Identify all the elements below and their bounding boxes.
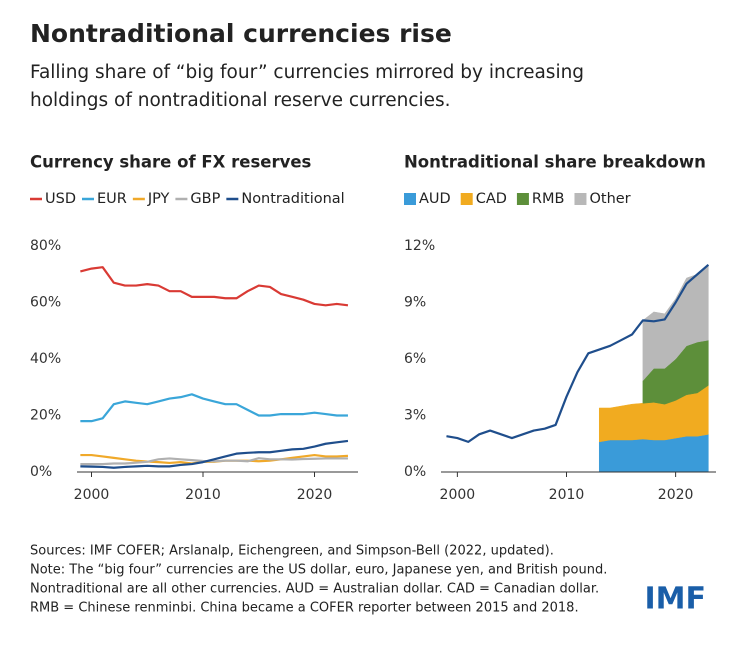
logo: IMF — [644, 582, 706, 617]
note: Sources: IMF COFER; Arslanalp, Eichengre… — [30, 544, 554, 559]
line — [80, 266, 349, 307]
line — [80, 393, 348, 423]
note: Nontraditional are all other currencies.… — [30, 582, 599, 597]
legend-label: USD — [45, 191, 76, 207]
y-tick-label: 12% — [404, 238, 435, 254]
line — [80, 457, 348, 466]
legend-label: CAD — [476, 191, 507, 207]
y-tick-label: 20% — [30, 408, 61, 424]
chart-title: Nontraditional share breakdown — [404, 153, 706, 172]
legend-label: Nontraditional — [241, 191, 344, 207]
x-tick-label: 2010 — [549, 487, 585, 503]
legend-label: EUR — [97, 191, 127, 207]
y-tick-label: 3% — [404, 408, 426, 424]
legend-swatch — [516, 193, 529, 205]
x-tick-label: 2000 — [440, 487, 476, 503]
y-tick-label: 0% — [404, 464, 426, 480]
area — [598, 384, 709, 443]
legend-swatch — [460, 193, 473, 205]
note: RMB = Chinese renminbi. China became a C… — [30, 601, 579, 616]
legend-label: JPY — [147, 191, 170, 207]
x-tick-label: 2000 — [74, 487, 110, 503]
y-tick-label: 6% — [404, 351, 426, 367]
area — [642, 264, 709, 382]
y-tick-label: 9% — [404, 295, 426, 311]
legend-label: Other — [589, 191, 630, 207]
y-tick-label: 60% — [30, 295, 61, 311]
y-tick-label: 40% — [30, 351, 61, 367]
subtitle: holdings of nontraditional reserve curre… — [30, 90, 451, 111]
x-tick-label: 2020 — [297, 487, 333, 503]
chart-title: Currency share of FX reserves — [30, 153, 312, 172]
legend-swatch — [404, 193, 416, 205]
subtitle: Falling share of “big four” currencies m… — [30, 62, 584, 83]
legend-label: RMB — [532, 191, 565, 207]
note: Note: The “big four” currencies are the … — [30, 563, 607, 578]
y-tick-label: 0% — [30, 464, 52, 480]
line — [80, 439, 349, 469]
legend-label: AUD — [419, 191, 451, 207]
legend-swatch — [574, 193, 587, 205]
line — [446, 263, 710, 443]
y-tick-label: 80% — [30, 238, 61, 254]
title: Nontraditional currencies rise — [30, 19, 452, 48]
legend-label: GBP — [190, 191, 220, 207]
x-tick-label: 2010 — [185, 487, 221, 503]
x-tick-label: 2020 — [658, 487, 694, 503]
